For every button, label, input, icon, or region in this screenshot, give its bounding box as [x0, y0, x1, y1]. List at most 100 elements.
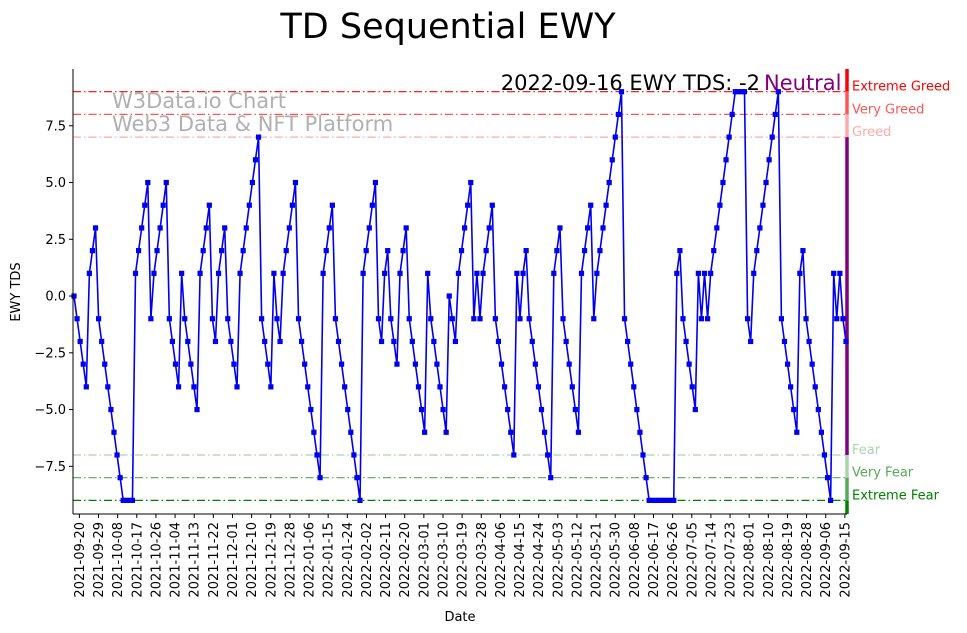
data-point: [677, 248, 683, 254]
data-point: [815, 406, 821, 413]
data-point: [837, 270, 843, 276]
x-tick-label: 2022-07-05: [685, 522, 700, 598]
x-axis-label: Date: [444, 610, 475, 625]
data-point: [489, 202, 495, 208]
data-point: [412, 361, 418, 367]
data-point: [203, 225, 209, 231]
data-point: [788, 384, 794, 390]
data-point: [794, 429, 800, 435]
data-point: [329, 202, 335, 208]
data-point: [655, 497, 661, 503]
data-point: [465, 202, 471, 208]
data-point: [526, 316, 532, 322]
data-point: [415, 384, 422, 390]
data-point: [661, 497, 668, 503]
data-point: [621, 316, 628, 322]
data-point: [772, 111, 778, 118]
y-tick-label: 2.5: [45, 233, 66, 248]
y-axis-label: EWY TDS: [9, 262, 24, 321]
x-tick-label: 2022-01-15: [322, 522, 337, 598]
data-point: [538, 406, 545, 413]
data-point: [105, 384, 111, 390]
data-point: [231, 361, 237, 367]
data-point: [686, 361, 692, 367]
data-point: [185, 338, 191, 345]
data-point: [299, 338, 305, 345]
data-point: [265, 361, 271, 367]
data-point: [581, 248, 588, 254]
data-point: [646, 497, 652, 503]
data-point: [234, 384, 240, 390]
data-point: [114, 452, 120, 458]
data-point: [714, 225, 720, 231]
data-point: [148, 316, 154, 322]
data-point: [692, 406, 698, 413]
data-point: [738, 89, 745, 95]
data-point: [302, 361, 308, 367]
data-point: [760, 202, 766, 208]
data-point: [529, 338, 535, 345]
data-point: [708, 270, 714, 276]
data-point: [744, 316, 751, 322]
data-point: [274, 316, 280, 322]
data-point: [545, 452, 551, 458]
x-tick-label: 2022-01-06: [303, 522, 318, 598]
data-point: [566, 361, 572, 367]
data-point: [182, 316, 188, 322]
data-point: [243, 225, 249, 231]
data-point: [520, 270, 526, 276]
x-tick-label: 2022-03-01: [417, 522, 432, 598]
data-point: [102, 361, 108, 367]
x-tick-label: 2022-04-15: [513, 522, 528, 598]
data-point: [428, 316, 434, 322]
data-point: [431, 338, 437, 345]
data-point: [142, 202, 148, 208]
data-point: [726, 134, 732, 140]
data-point: [505, 406, 511, 413]
x-tick-label: 2022-09-15: [838, 522, 853, 598]
x-tick-label: 2022-08-19: [781, 522, 796, 598]
data-point: [541, 429, 548, 435]
data-point: [80, 361, 86, 367]
data-point: [249, 179, 255, 186]
data-point: [132, 270, 139, 276]
data-point: [668, 497, 674, 503]
data-point: [600, 225, 606, 231]
data-point: [388, 316, 394, 322]
data-point: [471, 316, 477, 322]
data-point: [498, 361, 505, 367]
data-point: [323, 248, 329, 254]
data-point: [452, 338, 458, 345]
data-point: [400, 248, 406, 254]
x-tick-label: 2022-08-01: [743, 522, 758, 598]
data-point: [683, 338, 689, 345]
data-point: [96, 316, 102, 322]
data-point: [717, 202, 723, 208]
data-point: [575, 429, 582, 435]
data-point: [200, 248, 206, 254]
x-tick-label: 2022-02-11: [379, 522, 394, 598]
data-point: [824, 475, 831, 481]
data-point: [674, 270, 680, 276]
data-point: [840, 316, 846, 322]
data-point: [723, 157, 729, 163]
data-point: [732, 89, 738, 95]
data-point: [126, 497, 132, 503]
data-point: [449, 316, 455, 322]
data-point: [163, 179, 169, 186]
data-point: [363, 248, 369, 254]
data-point: [480, 270, 486, 276]
data-point: [763, 179, 769, 186]
data-point: [828, 497, 834, 503]
data-point: [775, 89, 781, 95]
x-tick-label: 2022-03-28: [475, 522, 490, 598]
data-point: [680, 316, 686, 322]
data-point: [169, 338, 176, 345]
data-point: [305, 384, 311, 390]
data-point: [548, 475, 554, 481]
data-point: [385, 248, 391, 254]
zone-labels: Extreme Greed Very Greed Greed Fear Very Fea…: [852, 80, 950, 504]
data-point: [631, 384, 637, 390]
data-point: [720, 179, 726, 186]
